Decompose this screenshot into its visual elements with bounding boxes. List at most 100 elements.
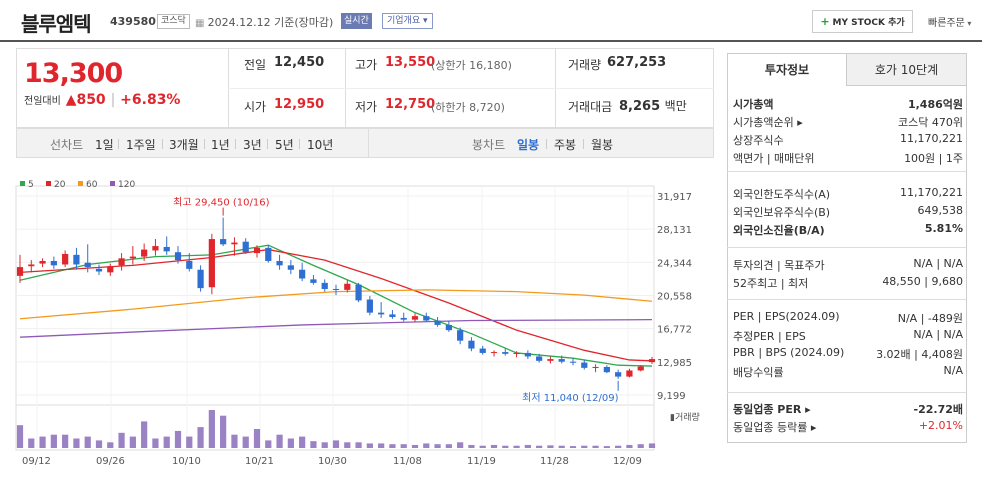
- volume-bar: [445, 444, 452, 448]
- y-tick-label: 28,131: [657, 225, 692, 236]
- add-mystock-button[interactable]: + MY STOCK 추가: [812, 10, 913, 33]
- volume-bar: [490, 444, 498, 448]
- tab-daily[interactable]: 일봉: [517, 138, 540, 152]
- candle-body: [603, 366, 610, 373]
- volume-bar: [389, 444, 396, 448]
- info-key: 시가총액순위 ▸: [733, 116, 803, 129]
- open-label: 시가: [244, 100, 267, 114]
- divider: [235, 139, 236, 149]
- tab-10year[interactable]: 10년: [307, 138, 334, 152]
- volume-bar: [107, 442, 114, 448]
- info-row: PER | EPS(2024.09) N/A | -489원: [733, 310, 963, 328]
- candle-body: [62, 253, 69, 265]
- tab-1week[interactable]: 1주일: [126, 138, 156, 152]
- candle-body: [502, 352, 509, 354]
- x-tick-label: 09/26: [96, 456, 125, 467]
- legend-swatch: [110, 181, 115, 186]
- tab-3year[interactable]: 3년: [243, 138, 262, 152]
- chevron-down-icon: ▾: [964, 19, 972, 28]
- volume-bar: [524, 444, 531, 448]
- candle-body: [265, 247, 272, 261]
- candle-body: [558, 359, 565, 362]
- info-value: 48,550 | 9,680: [882, 275, 963, 288]
- info-key: 동일업종 PER ▸: [733, 403, 811, 416]
- volume-bar: [411, 444, 419, 448]
- volume-bar: [355, 442, 362, 448]
- stock-code: 439580: [110, 15, 156, 28]
- candle-body: [310, 279, 317, 283]
- legend-swatch: [20, 181, 25, 186]
- candle-body: [468, 340, 475, 349]
- volume-bar: [569, 446, 577, 448]
- price-change: 전일대비 ▲850 | +6.83%: [24, 92, 181, 108]
- candle-body: [118, 258, 125, 266]
- tab-order-book[interactable]: 호가 10단계: [846, 53, 967, 86]
- tab-1day[interactable]: 1일: [95, 138, 114, 152]
- stock-chart[interactable]: 31,917 28,131 24,344 20,558 16,772 12,985 9,19…: [0, 168, 716, 474]
- candle-body: [366, 299, 373, 313]
- candle-body: [445, 324, 452, 331]
- volume-bar: [118, 432, 125, 448]
- company-info-button[interactable]: 기업개요 ▾: [382, 13, 433, 29]
- volume-bar: [141, 421, 148, 448]
- divider: [583, 139, 584, 149]
- quick-order-link[interactable]: 빠른주문 ▾: [928, 14, 971, 29]
- volume-value: 627,253: [607, 55, 667, 70]
- ma-line-20: [19, 248, 653, 362]
- volume-bar: [603, 446, 610, 448]
- volume-bar: [592, 445, 599, 448]
- realtime-badge[interactable]: 실시간: [341, 13, 372, 29]
- candle-body: [50, 260, 57, 266]
- info-row: 추정PER | EPS N/A | N/A: [733, 328, 963, 346]
- divider: [299, 139, 300, 149]
- volume-bar: [174, 430, 182, 448]
- info-value: 11,170,221: [900, 132, 963, 145]
- candle-body: [355, 284, 362, 301]
- tab-monthly[interactable]: 월봉: [591, 138, 614, 152]
- volume-bar: [581, 445, 588, 448]
- info-key: 투자의견 | 목표주가: [733, 259, 825, 272]
- lower-limit: (하한가 8,720): [431, 101, 505, 114]
- tab-5year[interactable]: 5년: [275, 138, 294, 152]
- info-row: 시가총액 1,486억원: [733, 96, 963, 114]
- amount-number: 8,265: [619, 99, 661, 114]
- tab-weekly[interactable]: 주봉: [554, 138, 577, 152]
- legend-label: 20: [54, 180, 66, 190]
- info-value: 5.81%: [924, 222, 963, 235]
- candle-body: [423, 316, 430, 321]
- volume-bar: [637, 444, 644, 448]
- current-price: 13,300: [24, 58, 123, 89]
- legend-swatch: [78, 181, 83, 186]
- volume-bar: [378, 443, 385, 448]
- candle-body: [141, 249, 148, 257]
- info-value: 코스닥 470위: [898, 116, 963, 129]
- price-date: ▦ 2024.12.12 기준(장마감): [195, 14, 333, 30]
- info-row: 외국인한도주식수(A) 11,170,221: [733, 186, 963, 204]
- volume-bar: [276, 434, 283, 448]
- volume-bar: [321, 442, 328, 448]
- volume-bar: [231, 434, 238, 448]
- divider: [228, 88, 714, 89]
- info-value: N/A | N/A: [913, 257, 963, 270]
- candle-body: [28, 264, 35, 267]
- x-tick-label: 09/12: [22, 456, 51, 467]
- volume-bar: [129, 436, 136, 448]
- volume-bar: [547, 445, 554, 448]
- high-value: 13,550: [385, 55, 436, 70]
- candle-body: [389, 314, 396, 318]
- volume-bar: [39, 436, 46, 448]
- info-value: 1,486억원: [907, 98, 963, 111]
- candle-body: [321, 282, 328, 290]
- info-value: N/A | -489원: [897, 312, 963, 325]
- legend-label: 5: [28, 180, 34, 190]
- info-row: 시가총액순위 ▸ 코스닥 470위: [733, 114, 963, 132]
- candle-body: [615, 372, 622, 377]
- candle-body: [39, 260, 46, 264]
- tab-3month[interactable]: 3개월: [169, 138, 199, 152]
- tab-1year[interactable]: 1년: [211, 138, 230, 152]
- tab-invest-info[interactable]: 투자정보: [727, 53, 847, 86]
- y-tick-label: 9,199: [657, 391, 686, 402]
- candle-body: [479, 348, 486, 353]
- volume-bar: [400, 444, 407, 448]
- y-tick-label: 20,558: [657, 292, 692, 303]
